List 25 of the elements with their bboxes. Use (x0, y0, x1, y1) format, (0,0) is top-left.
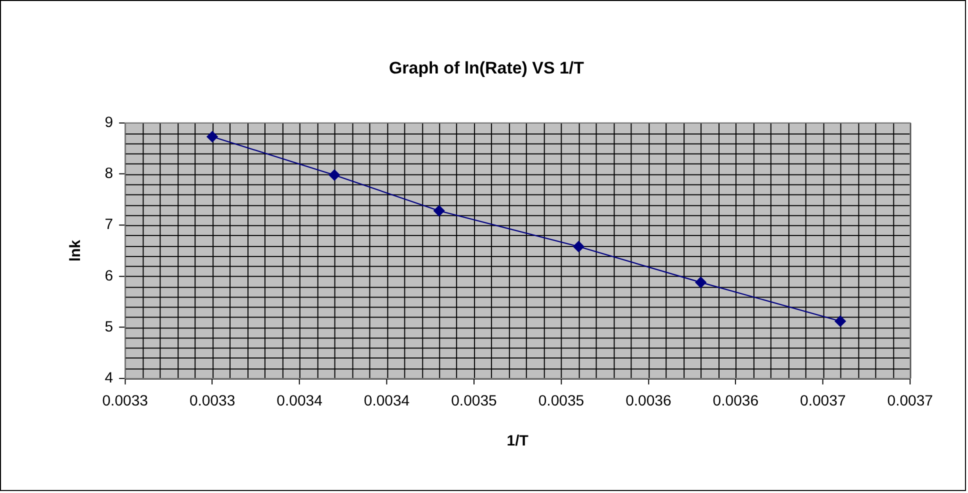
x-tick-label: 0.0033 (102, 392, 148, 410)
x-tick-label: 0.0035 (451, 392, 497, 410)
y-tick-label: 7 (104, 216, 114, 234)
x-tick-label: 0.0034 (364, 392, 410, 410)
chart-title: Graph of ln(Rate) VS 1/T (388, 58, 585, 78)
x-tick-label: 0.0037 (887, 392, 933, 410)
x-tick-label: 0.0035 (538, 392, 584, 410)
y-tick-label: 8 (104, 165, 114, 182)
x-tick-label: 0.0034 (276, 392, 322, 410)
point (573, 241, 584, 252)
point (328, 169, 340, 181)
y-tick-label: 5 (104, 318, 114, 336)
y-tick-label: 4 (104, 370, 114, 387)
x-tick-label: 0.0036 (712, 392, 759, 410)
point (206, 131, 218, 142)
point (834, 316, 846, 327)
x-tick-label: 0.0036 (626, 392, 672, 410)
y-axis-title: lnk (66, 239, 84, 262)
y-tick-label: 6 (104, 267, 114, 284)
x-tick-label: 0.0037 (800, 392, 846, 410)
point (695, 276, 706, 288)
point (434, 205, 445, 216)
y-tick-label: 9 (104, 114, 114, 132)
x-axis-title: 1/T (506, 432, 528, 450)
x-tick-label: 0.0033 (189, 392, 236, 410)
